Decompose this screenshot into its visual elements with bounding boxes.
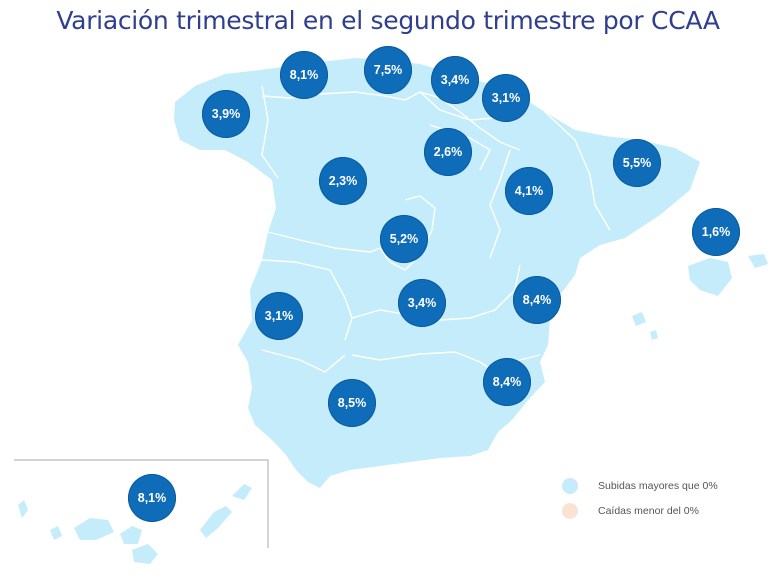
legend-decrease-swatch [562, 503, 578, 519]
region-bubble-andalucia: 8,5% [328, 379, 376, 427]
region-bubble-valencia: 8,4% [513, 276, 561, 324]
legend-decrease-label: Caídas menor del 0% [598, 505, 699, 517]
region-bubble-baleares: 1,6% [692, 208, 740, 256]
region-bubble-madrid: 5,2% [380, 215, 428, 263]
region-bubble-asturias: 8,1% [280, 51, 328, 99]
region-bubble-castilla-leon: 2,3% [319, 157, 367, 205]
region-bubble-castilla-la-mancha: 3,4% [398, 279, 446, 327]
region-bubble-extremadura: 3,1% [255, 292, 303, 340]
balearic-islands [632, 254, 768, 340]
region-bubble-pais-vasco: 3,4% [431, 56, 479, 104]
mainland-spain [174, 58, 700, 488]
region-bubble-murcia: 8,4% [483, 358, 531, 406]
region-bubble-cantabria: 7,5% [364, 46, 412, 94]
legend-increase-swatch [562, 478, 578, 494]
page-title: Variación trimestral en el segundo trime… [56, 6, 720, 35]
region-bubble-canarias: 8,1% [128, 474, 176, 522]
canary-inset [14, 459, 269, 564]
legend-decrease: Caídas menor del 0% [562, 503, 699, 519]
region-bubble-navarra: 3,1% [482, 74, 530, 122]
region-bubble-cataluna: 5,5% [613, 139, 661, 187]
region-bubble-galicia: 3,9% [202, 90, 250, 138]
region-bubble-la-rioja: 2,6% [424, 128, 472, 176]
region-bubble-aragon: 4,1% [505, 167, 553, 215]
legend-increase-label: Subidas mayores que 0% [598, 480, 718, 492]
legend-increase: Subidas mayores que 0% [562, 478, 718, 494]
